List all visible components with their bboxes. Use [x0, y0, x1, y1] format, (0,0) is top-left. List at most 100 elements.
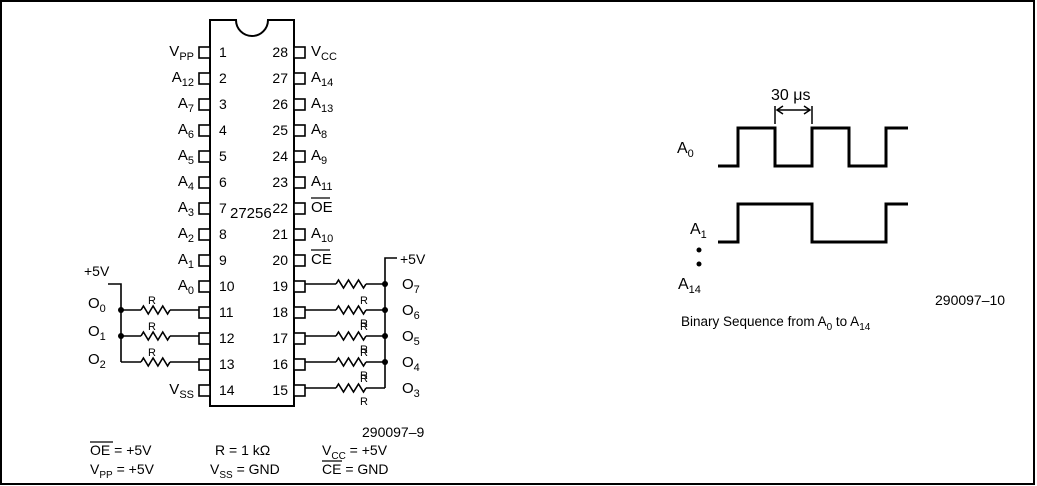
pin-number: 15: [272, 382, 288, 398]
pin-26: [293, 98, 306, 111]
pin-number: 2: [219, 70, 227, 86]
period-label: 30 μs: [771, 87, 810, 104]
pin-number: 8: [219, 226, 227, 242]
figure-id-left: 290097–9: [362, 424, 425, 440]
pin-20: [293, 254, 306, 267]
pin-number: 4: [219, 122, 227, 138]
a14-label: A14: [678, 276, 701, 296]
oe-condition: OE = +5V: [90, 442, 152, 458]
figure-id-right: 290097–10: [935, 292, 1005, 308]
pin-number: 10: [219, 278, 235, 294]
pin-label: A8: [311, 121, 327, 141]
supply-label: +5V: [400, 251, 426, 267]
vcc-condition: VCC = +5V: [322, 442, 388, 462]
pin-number: 9: [219, 252, 227, 268]
pin-label: A13: [311, 95, 333, 115]
resistor-label: R: [148, 347, 156, 359]
resistor: [335, 330, 367, 342]
pin-2: [198, 72, 211, 85]
pin-label: VPP: [169, 43, 194, 63]
pin-25: [293, 124, 306, 137]
pin-number: 26: [272, 96, 288, 112]
pin-label: A12: [172, 69, 194, 89]
resistor-label: R: [360, 373, 368, 385]
output-label: O2: [88, 351, 106, 371]
pin-1: [198, 46, 211, 59]
pin-number: 11: [219, 304, 234, 320]
pin-5: [198, 150, 211, 163]
chip-name: 27256: [230, 205, 272, 222]
pin-label: CE: [311, 251, 332, 268]
resistor-label: R: [148, 295, 156, 307]
output-label: O3: [402, 380, 420, 400]
pin-number: 13: [219, 356, 235, 372]
output-label: O0: [88, 295, 106, 315]
ellipsis-dot: [696, 247, 702, 253]
pin-number: 12: [219, 330, 235, 346]
pin-number: 17: [272, 330, 288, 346]
a1-waveform: [718, 202, 908, 244]
pin-14: [198, 384, 211, 397]
pin-16: [293, 358, 306, 371]
pin-24: [293, 150, 306, 163]
resistor-label: R: [360, 370, 368, 382]
a0-waveform: [718, 126, 908, 168]
pin-label: A9: [311, 147, 327, 167]
pin-number: 23: [272, 174, 288, 190]
test-conditions: OE = +5V R = 1 kΩ VCC = +5V VPP = +5V VS…: [90, 441, 389, 481]
pin-number: 25: [272, 122, 288, 138]
pin-10: [198, 280, 211, 293]
resistor: [335, 382, 367, 394]
pin-number: 28: [272, 44, 288, 60]
pin-number: 7: [219, 200, 227, 216]
pin-27: [293, 72, 306, 85]
pin-number: 14: [219, 382, 235, 398]
resistor-label: R: [360, 344, 368, 356]
a1-label: A1: [690, 221, 707, 241]
pin-label: A10: [311, 225, 333, 245]
ce-condition: CE = GND: [322, 461, 389, 477]
pin-number: 1: [219, 44, 227, 60]
pin-number: 6: [219, 174, 227, 190]
pin-label: A14: [311, 69, 333, 89]
vss-condition: VSS = GND: [210, 461, 280, 481]
resistor: [140, 330, 171, 342]
supply-label: +5V: [84, 263, 110, 279]
pin-15: [293, 384, 306, 397]
output-label: O4: [402, 354, 420, 374]
left-output-network: +5V R O0 R O1 R O2: [84, 263, 199, 371]
resistor-label: R: [148, 321, 156, 333]
output-label: O5: [402, 328, 420, 348]
resistor: [140, 356, 171, 368]
pin-label: A4: [178, 173, 194, 193]
chip-pins: 1 VPP 2 A12 3 A7 4 A6 5 A5 6 A4 7 A3 8 A2 9 A1 10 A0 11 12 13 1…: [169, 43, 337, 401]
pin-number: 16: [272, 356, 288, 372]
pin-number: 18: [272, 304, 288, 320]
pin-label: A1: [178, 251, 194, 271]
output-label: O7: [402, 276, 420, 296]
pin-label: A2: [178, 225, 194, 245]
chip-body: [209, 19, 295, 407]
pin-label: OE: [311, 199, 333, 216]
a0-label: A0: [677, 140, 694, 160]
resistor-label: R: [360, 318, 368, 330]
pin-number: 5: [219, 148, 227, 164]
pin-4: [198, 124, 211, 137]
resistor-label: R: [360, 347, 368, 359]
pin-19: [293, 280, 306, 293]
pin-number: 19: [272, 278, 288, 294]
resistor: [335, 356, 367, 368]
resistor-label: R: [360, 396, 368, 408]
pin-number: 22: [272, 200, 288, 216]
pin-21: [293, 228, 306, 241]
pin-number: 21: [272, 226, 288, 242]
output-label: O1: [88, 323, 106, 343]
pin-28: [293, 46, 306, 59]
vpp-condition: VPP = +5V: [90, 461, 155, 481]
pin-label: A7: [178, 95, 194, 115]
resistor: [335, 278, 367, 290]
pin-6: [198, 176, 211, 189]
pin-number: 27: [272, 70, 288, 86]
ellipsis-dot: [696, 261, 702, 267]
